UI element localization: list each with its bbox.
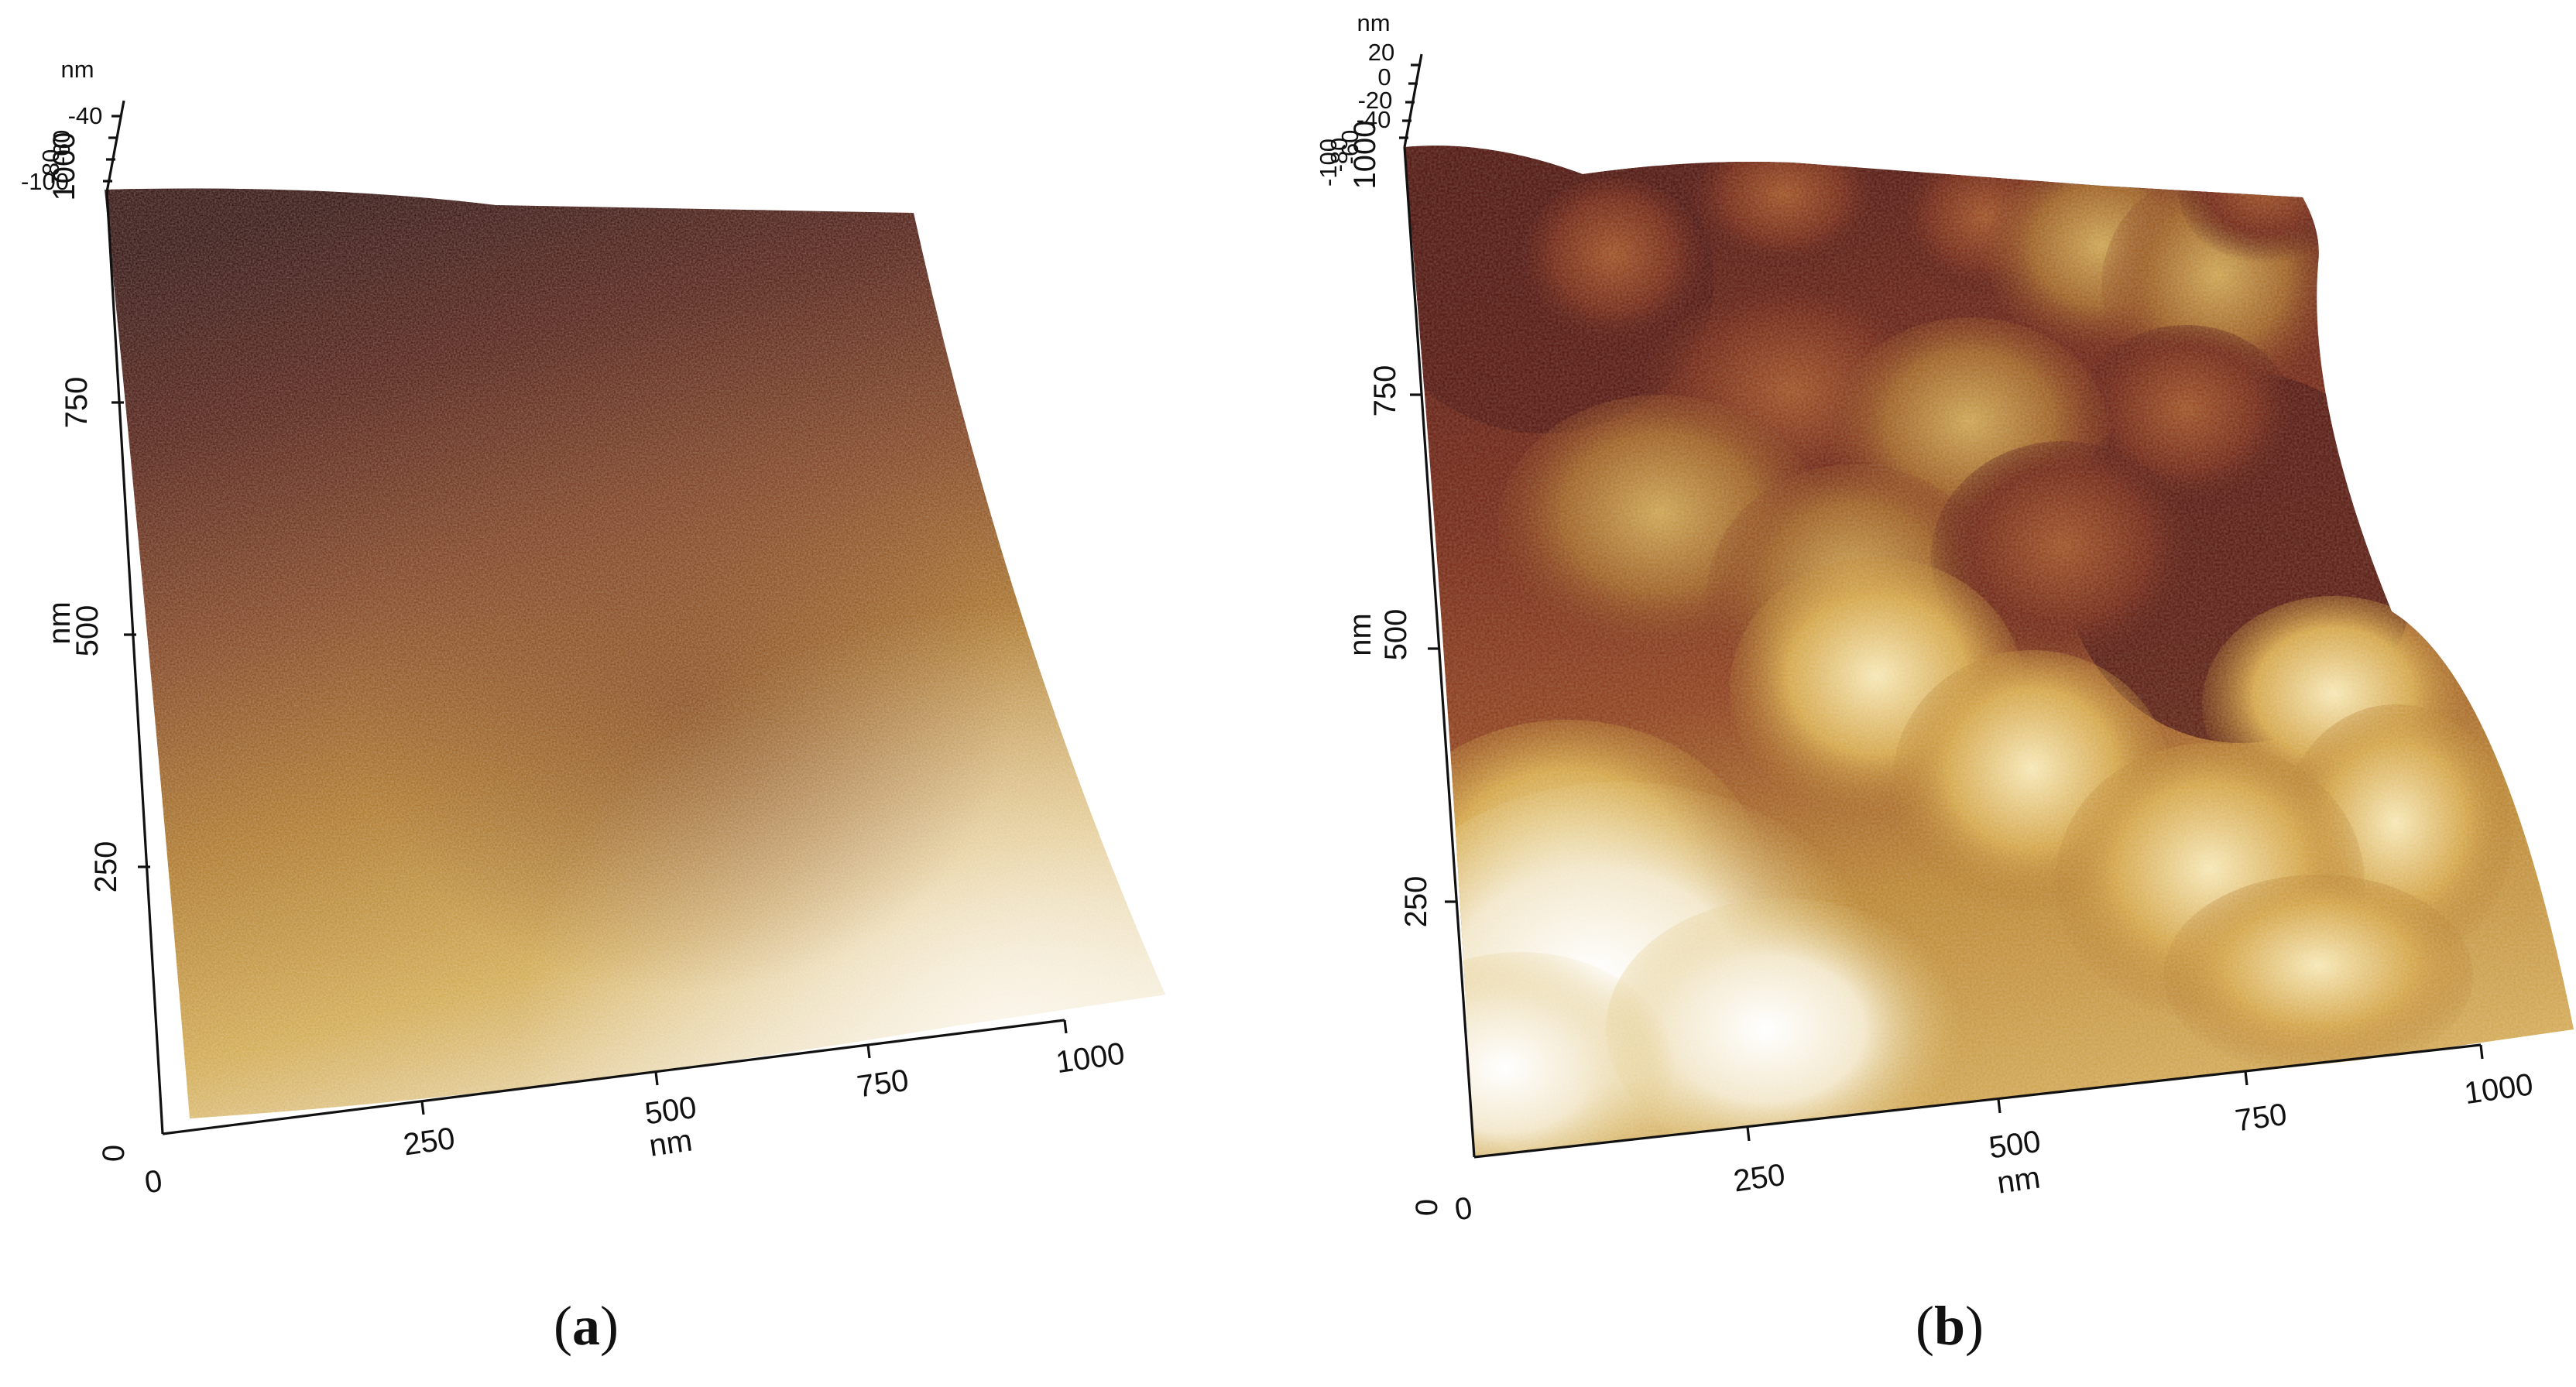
x-tick-250-b: 250 [1731, 1158, 1787, 1199]
y-tick-1000-b: 1000 [1348, 121, 1382, 190]
x-tick-labels-b: 0 250 500 750 1000 nm [1453, 1067, 2535, 1227]
caption-a-close: ) [599, 1295, 619, 1357]
caption-a-open: ( [554, 1295, 572, 1357]
z-tick-a-2: -60 [48, 130, 75, 165]
y-tick-500-a: 500 [70, 605, 105, 657]
caption-b: (b) [1916, 1294, 1984, 1358]
y-tick-labels-a: 0 250 500 750 1000 nm [43, 132, 131, 1163]
panel-b: 0 250 500 750 1000 nm 0 250 500 750 1000… [1288, 0, 2576, 1387]
x-tick-0-a: 0 [142, 1164, 164, 1200]
z-tick-a-3: -80 [37, 149, 64, 184]
x-tick-750-b: 750 [2233, 1098, 2289, 1139]
z-tick-labels-b: nm 20 0 -20 -40 -60 -80 -100 [1315, 9, 1394, 187]
axes-a [103, 100, 1068, 1135]
x-tick-750-a: 750 [855, 1063, 911, 1104]
y-tick-250-a: 250 [89, 841, 123, 893]
panel-a: 0 250 500 750 1000 nm 0 250 500 750 1000… [21, 56, 1165, 1358]
x-tick-500-a: 500 [643, 1091, 698, 1132]
y-tick-750-a: 750 [60, 377, 94, 429]
x-tick-0-b: 0 [1453, 1191, 1474, 1228]
afm-surface-b [1405, 146, 2574, 1157]
z-tick-b-1: 20 [1368, 39, 1394, 66]
y-tick-0-b: 0 [1410, 1199, 1444, 1216]
afm-3d-plot-a: 0 250 500 750 1000 nm 0 250 500 750 1000… [21, 56, 1165, 1200]
z-tick-a-1: -40 [68, 102, 103, 129]
z-tick-b-7: -100 [1315, 139, 1342, 187]
x-tick-1000-b: 1000 [2462, 1067, 2535, 1111]
y-tick-750-b: 750 [1368, 365, 1402, 417]
x-tick-500-b: 500 [1987, 1125, 2043, 1166]
z-tick-b-4: -40 [1357, 106, 1391, 133]
x-axis-unit-a: nm [647, 1123, 695, 1163]
y-tick-1000-a: 1000 [47, 132, 81, 201]
z-tick-b-3: -20 [1358, 87, 1393, 114]
caption-a: (a) [554, 1294, 619, 1358]
y-axis-unit-b: nm [1343, 613, 1377, 656]
x-axis-unit-b: nm [1995, 1160, 2043, 1200]
y-tick-0-a: 0 [97, 1145, 131, 1162]
caption-b-close: ) [1965, 1295, 1984, 1357]
z-tick-labels-a: nm -40 -60 -80 -100 [21, 56, 102, 195]
y-tick-500-b: 500 [1379, 609, 1413, 661]
x-tick-250-a: 250 [401, 1122, 457, 1163]
z-tick-b-2: 0 [1377, 63, 1391, 91]
caption-b-letter: b [1933, 1295, 1966, 1357]
y-tick-labels-b: 0 250 500 750 1000 nm [1343, 121, 1444, 1217]
caption-b-open: ( [1916, 1295, 1934, 1357]
afm-surface-a [105, 188, 1165, 1118]
z-tick-b-6: -80 [1326, 138, 1353, 173]
axes-b [1399, 53, 2484, 1159]
caption-a-letter: a [571, 1295, 600, 1357]
z-axis-unit-b: nm [1357, 9, 1390, 36]
y-tick-250-b: 250 [1399, 876, 1433, 928]
x-tick-1000-a: 1000 [1054, 1036, 1127, 1080]
z-tick-b-5: -60 [1336, 130, 1363, 165]
z-tick-a-4: -100 [21, 168, 69, 195]
y-axis-unit-a: nm [43, 601, 77, 645]
afm-3d-plot-b: 0 250 500 750 1000 nm 0 250 500 750 1000… [1315, 9, 2574, 1227]
z-axis-unit-a: nm [60, 56, 94, 83]
